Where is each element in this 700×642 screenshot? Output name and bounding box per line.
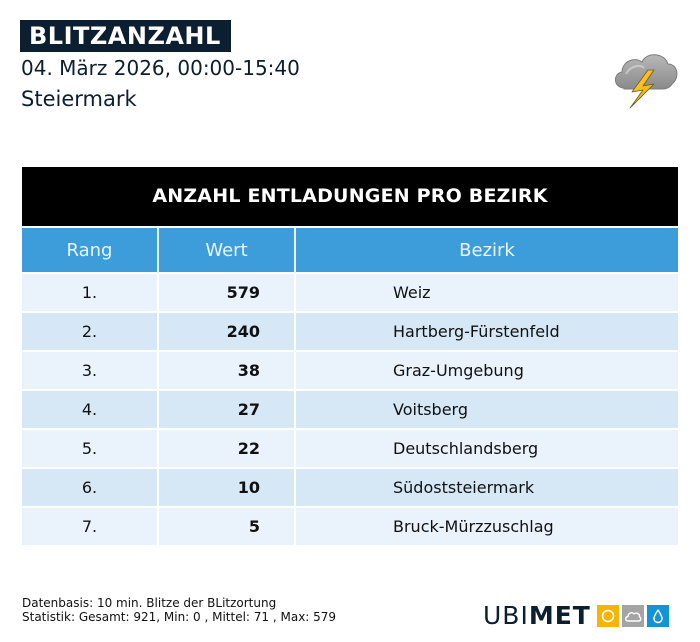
raindrop-icon <box>646 605 669 627</box>
table-row: 2. 240 Hartberg-Fürstenfeld <box>22 311 678 351</box>
value-cell: 240 <box>158 311 296 351</box>
district-cell: Voitsberg <box>295 389 678 429</box>
value-cell: 22 <box>158 428 296 468</box>
table-row: 1. 579 Weiz <box>22 272 678 312</box>
discharges-table: ANZAHL ENTLADUNGEN PRO BEZIRK Rang Wert … <box>22 167 678 545</box>
district-cell: Bruck-Mürzzuschlag <box>295 506 678 545</box>
value-cell: 579 <box>158 272 296 312</box>
ubimet-logo: UBIMET <box>483 603 669 629</box>
district-cell: Deutschlandsberg <box>295 428 678 468</box>
rank-cell: 7. <box>22 506 159 545</box>
logo-text-bold: MET <box>528 601 591 630</box>
value-cell: 38 <box>158 350 296 390</box>
region-name: Steiermark <box>21 87 137 111</box>
rank-cell: 6. <box>22 467 159 507</box>
column-header-value: Wert <box>158 228 296 273</box>
district-cell: Graz-Umgebung <box>295 350 678 390</box>
logo-wordmark: UBIMET <box>483 603 591 629</box>
district-cell: Südoststeiermark <box>295 467 678 507</box>
table-row: 7. 5 Bruck-Mürzzuschlag <box>22 506 678 545</box>
thunderstorm-cloud-icon <box>610 44 682 112</box>
rank-cell: 5. <box>22 428 159 468</box>
page-title-box: BLITZANZAHL <box>20 20 231 52</box>
district-cell: Weiz <box>295 272 678 312</box>
cloud-icon <box>621 605 644 627</box>
table-title: ANZAHL ENTLADUNGEN PRO BEZIRK <box>22 167 678 226</box>
rank-cell: 4. <box>22 389 159 429</box>
table-row: 3. 38 Graz-Umgebung <box>22 350 678 390</box>
table-header-row: Rang Wert Bezirk <box>22 228 678 273</box>
column-header-rank: Rang <box>22 228 159 273</box>
rank-cell: 3. <box>22 350 159 390</box>
district-ranking-table: Rang Wert Bezirk 1. 579 Weiz 2. 240 Hart… <box>22 228 678 545</box>
logo-tiles <box>596 605 669 627</box>
statistics-note: Statistik: Gesamt: 921, Min: 0 , Mittel:… <box>22 610 337 624</box>
table-row: 4. 27 Voitsberg <box>22 389 678 429</box>
column-header-district: Bezirk <box>295 228 678 273</box>
table-row: 6. 10 Südoststeiermark <box>22 467 678 507</box>
district-cell: Hartberg-Fürstenfeld <box>295 311 678 351</box>
value-cell: 5 <box>158 506 296 545</box>
rank-cell: 2. <box>22 311 159 351</box>
logo-text-light: UBI <box>483 601 529 630</box>
rank-cell: 1. <box>22 272 159 312</box>
page-title: BLITZANZAHL <box>29 22 221 50</box>
table-row: 5. 22 Deutschlandsberg <box>22 428 678 468</box>
sun-icon <box>596 605 619 627</box>
data-basis-note: Datenbasis: 10 min. Blitze der BLitzortu… <box>22 596 277 610</box>
value-cell: 10 <box>158 467 296 507</box>
date-range: 04. März 2026, 00:00-15:40 <box>21 56 300 80</box>
value-cell: 27 <box>158 389 296 429</box>
footer-notes: Datenbasis: 10 min. Blitze der BLitzortu… <box>22 596 336 624</box>
